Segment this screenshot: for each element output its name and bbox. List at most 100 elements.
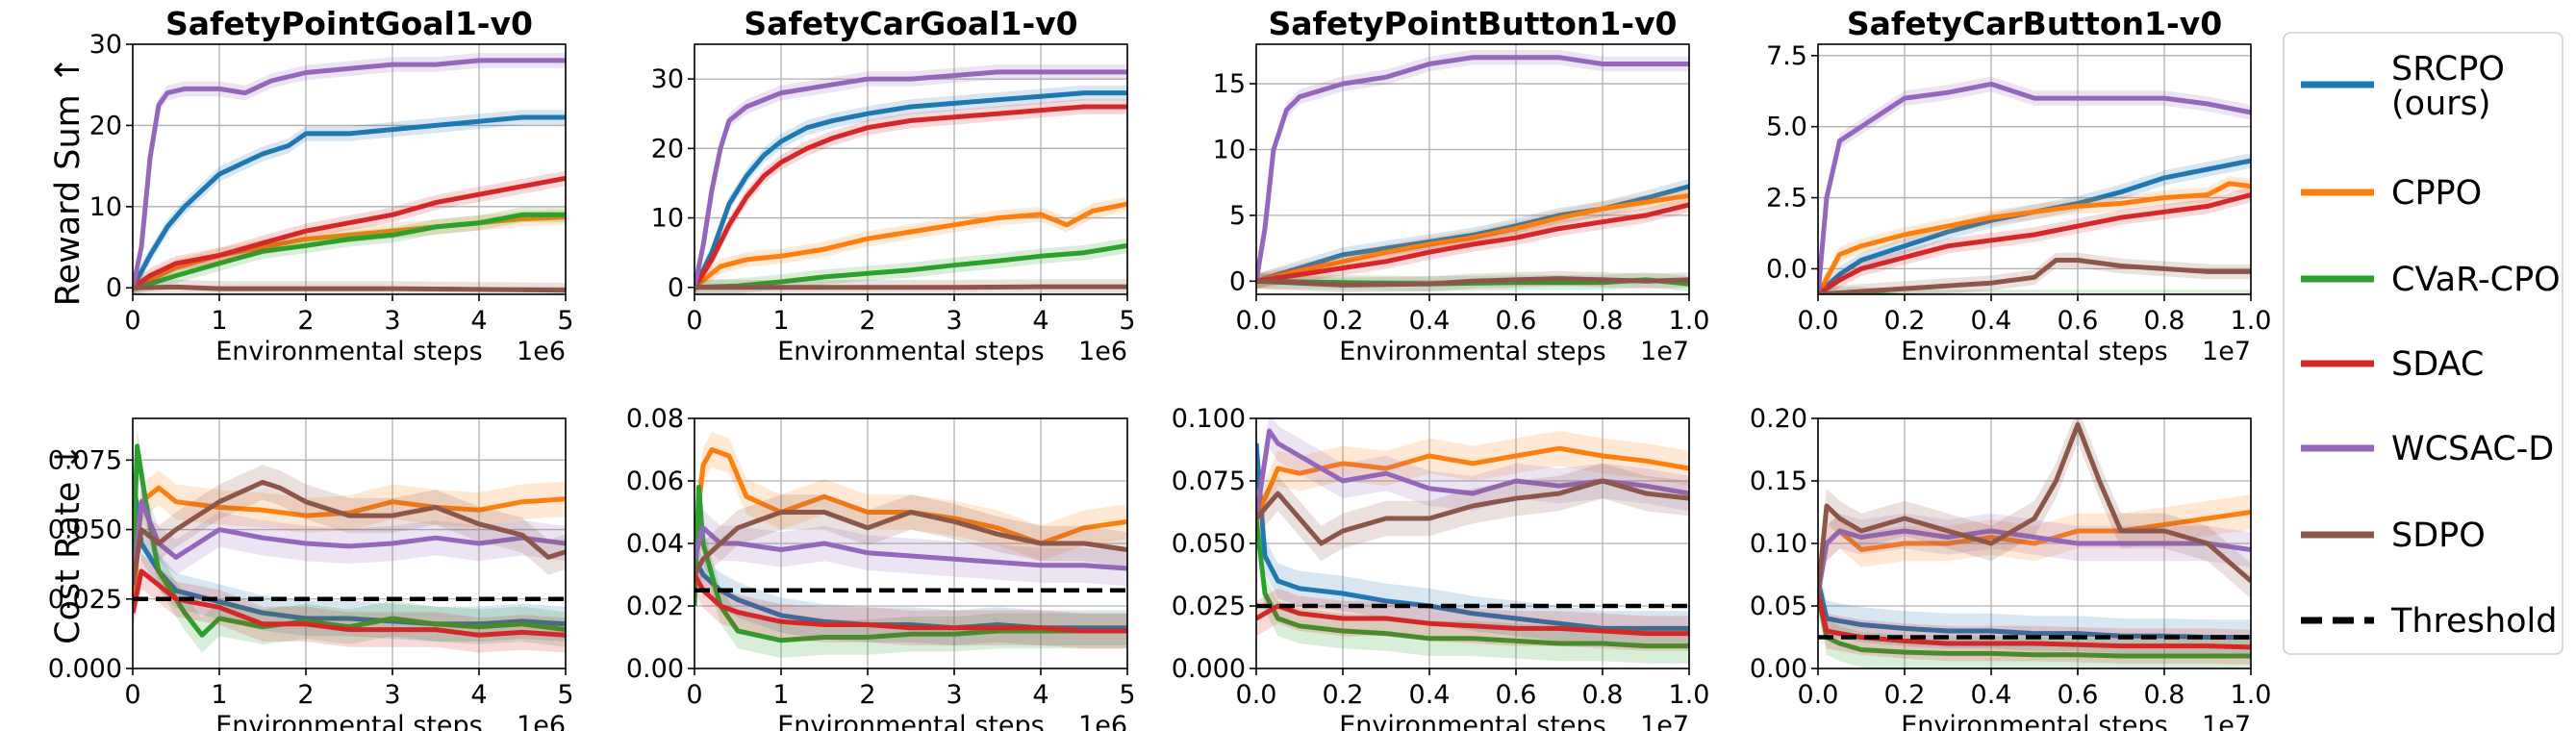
x-tick-label: 0.6 xyxy=(2058,680,2099,710)
y-tick-label: 0.050 xyxy=(1172,529,1246,559)
x-tick-label: 5 xyxy=(1119,680,1135,710)
x-tick-label: 0.0 xyxy=(1236,680,1277,710)
y-tick-label: 30 xyxy=(651,64,684,94)
y-tick-label: 20 xyxy=(89,111,122,140)
x-tick-label: 0 xyxy=(124,680,140,710)
series-line-CVaR-CPO xyxy=(133,212,566,290)
legend-label: SDPO xyxy=(2391,517,2486,555)
series-line-CPPO xyxy=(1256,445,1689,519)
y-tick-label: 0.000 xyxy=(1172,654,1246,684)
x-tick-label: 4 xyxy=(1032,306,1048,336)
x-tick-label: 1.0 xyxy=(2231,680,2272,710)
subplot-title: SafetyCarGoal1-v0 xyxy=(744,5,1077,42)
legend-label: Threshold xyxy=(2390,602,2558,641)
subplot-title: SafetyPointButton1-v0 xyxy=(1269,5,1678,42)
series-line-WCSAC-D xyxy=(133,58,566,289)
legend-label: SRCPO (ours) xyxy=(2391,50,2505,123)
x-tick-label: 0.8 xyxy=(1582,680,1624,710)
series-layer xyxy=(695,432,1127,658)
legend-label: SDAC xyxy=(2391,345,2484,384)
axes-frame xyxy=(1255,43,1690,295)
y-tick-label: 0.04 xyxy=(626,529,684,559)
y-tick-label: 0.08 xyxy=(626,404,684,434)
series-line-CPPO xyxy=(1256,192,1689,284)
series-band-SDPO xyxy=(695,494,1127,592)
x-tick-label: 4 xyxy=(1032,680,1048,710)
series-band-SRCPO xyxy=(133,456,566,642)
x-tick-label: 1.0 xyxy=(2231,306,2272,336)
series-line-SDPO xyxy=(695,284,1127,290)
subplot-6: 0.0 0.2 0.4 0.6 0.8 1.0 0.000 0.025 0.050 0.075 0.… xyxy=(1172,404,1710,731)
x-tick-label: 0.8 xyxy=(1582,306,1624,336)
series-band-CPPO xyxy=(1256,431,1689,537)
x-axis-multiplier: 1e7 xyxy=(2202,337,2251,366)
series-line-SDAC xyxy=(695,573,1127,634)
x-tick-label: 3 xyxy=(384,680,400,710)
legend-entry-CVaR-CPO: CVaR-CPO xyxy=(2301,261,2561,299)
y-tick-label: 10 xyxy=(89,192,122,222)
series-band-WCSAC-D xyxy=(1818,76,2251,294)
x-tick-label: 0.4 xyxy=(1409,306,1451,336)
x-tick-label: 1.0 xyxy=(1669,306,1710,336)
subplot-1: 0 1 2 3 4 5 0 10 20 30 Environmental steps 1e6 Safet… xyxy=(651,5,1136,366)
series-line-SDAC xyxy=(1818,192,2251,294)
x-axis-multiplier: 1e6 xyxy=(1078,711,1127,731)
x-tick-label: 0.8 xyxy=(2144,306,2185,336)
y-tick-label: 0.000 xyxy=(48,654,122,684)
y-tick-label: 0.075 xyxy=(48,445,122,475)
series-band-CVaR-CPO xyxy=(695,469,1127,658)
x-tick-label: 3 xyxy=(946,680,962,710)
x-axis-label: Environmental steps xyxy=(1901,337,2168,366)
x-tick-label: 5 xyxy=(1119,306,1135,336)
y-tick-label: 0.20 xyxy=(1750,404,1807,434)
x-axis-label: Environmental steps xyxy=(215,337,483,366)
series-layer xyxy=(133,428,566,653)
x-axis-label: Environmental steps xyxy=(777,711,1045,731)
legend-frame xyxy=(2283,32,2563,655)
x-tick-label: 0 xyxy=(686,680,702,710)
y-tick-label: 0.00 xyxy=(1750,654,1807,684)
series-band-WCSAC-D xyxy=(695,510,1127,587)
legend-entry-SDAC: SDAC xyxy=(2301,345,2484,384)
series-band-SDAC xyxy=(133,170,566,294)
y-tick-label: 0 xyxy=(106,273,122,303)
x-tick-label: 4 xyxy=(470,306,487,336)
series-line-CVaR-CPO xyxy=(1256,517,1689,649)
x-tick-label: 3 xyxy=(384,306,400,336)
series-band-CPPO xyxy=(1818,494,2251,599)
series-band-WCSAC-D xyxy=(1818,513,2251,612)
x-tick-label: 0.2 xyxy=(1884,306,1926,336)
series-line-SDAC xyxy=(1256,202,1689,284)
x-tick-label: 1 xyxy=(211,680,227,710)
y-tick-label: 0.05 xyxy=(1750,592,1807,621)
x-tick-label: 0.4 xyxy=(1971,306,2012,336)
axes-frame xyxy=(132,417,567,669)
x-tick-label: 0 xyxy=(124,306,140,336)
y-tick-label: 10 xyxy=(1213,135,1246,164)
series-band-CPPO xyxy=(695,432,1127,562)
x-axis-label: Environmental steps xyxy=(1901,711,2168,731)
axes-frame xyxy=(694,43,1128,295)
x-axis-multiplier: 1e7 xyxy=(2202,711,2251,731)
subplot-2: 0.0 0.2 0.4 0.6 0.8 1.0 0 5 10 15 Environmental st… xyxy=(1213,5,1710,366)
y-tick-label: 30 xyxy=(89,30,122,60)
subplot-7: 0.0 0.2 0.4 0.6 0.8 1.0 0.00 0.05 0.10 0.15 0.20 En… xyxy=(1750,404,2272,731)
x-axis-multiplier: 1e6 xyxy=(517,337,566,366)
legend: SRCPO (ours) CPPO CVaR-CPO SDAC WCSAC-D SDPO Th… xyxy=(2283,32,2563,655)
series-band-SDPO xyxy=(1818,252,2251,294)
series-line-SDPO xyxy=(133,479,566,586)
subplot-3: 0.0 0.2 0.4 0.6 0.8 1.0 0.0 2.5 5.0 7.5 Environmen… xyxy=(1766,5,2271,366)
x-axis-multiplier: 1e7 xyxy=(1640,337,1689,366)
x-tick-label: 0 xyxy=(686,306,702,336)
series-line-CPPO xyxy=(695,201,1127,290)
y-tick-label: 0.06 xyxy=(626,466,684,496)
row-ylabel-cost: Cost Rate ↓ xyxy=(49,442,88,644)
series-layer xyxy=(1818,76,2251,294)
y-tick-label: 0.0 xyxy=(1766,254,1807,284)
x-tick-label: 2 xyxy=(297,680,314,710)
y-tick-label: 5 xyxy=(1229,201,1246,231)
series-band-CPPO xyxy=(695,196,1127,294)
series-band-SRCPO xyxy=(1256,425,1689,646)
x-tick-label: 0.6 xyxy=(1496,306,1537,336)
